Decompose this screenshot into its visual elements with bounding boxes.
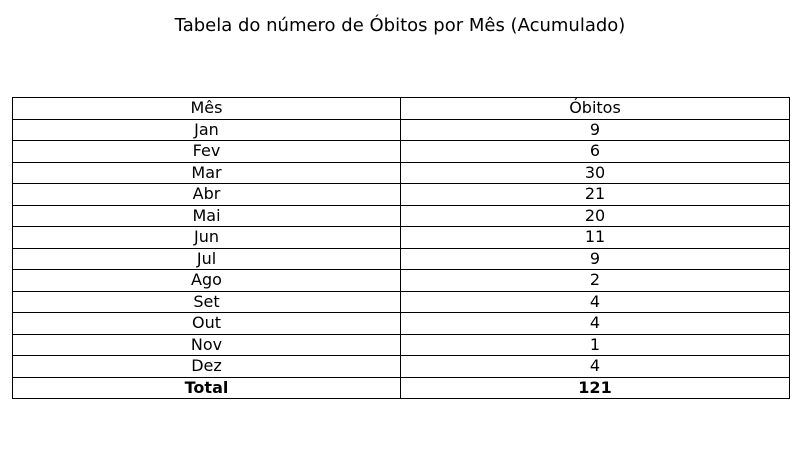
table-row: Jan 9 bbox=[12, 118, 790, 141]
table-row: Jul 9 bbox=[12, 247, 790, 270]
cell-deaths: 4 bbox=[400, 290, 790, 313]
table-row: Out 4 bbox=[12, 312, 790, 335]
cell-month: Nov bbox=[12, 333, 401, 356]
chart-title: Tabela do número de Óbitos por Mês (Acum… bbox=[174, 15, 626, 36]
column-header-month: Mês bbox=[12, 97, 401, 120]
cell-month: Out bbox=[12, 312, 401, 335]
cell-month: Dez bbox=[12, 355, 401, 378]
cell-deaths: 1 bbox=[400, 333, 790, 356]
column-header-deaths: Óbitos bbox=[400, 97, 790, 120]
table-body: Mês Óbitos Jan 9 Fev 6 Mar 30 Abr 21 Mai 20 Jun 11 J… bbox=[12, 97, 790, 399]
cell-deaths: 4 bbox=[400, 312, 790, 335]
cell-deaths: 2 bbox=[400, 269, 790, 292]
table-row: Fev 6 bbox=[12, 140, 790, 163]
table-total-row: Total 121 bbox=[12, 376, 790, 399]
table-row: Mai 20 bbox=[12, 204, 790, 227]
total-value: 121 bbox=[400, 376, 790, 399]
cell-deaths: 4 bbox=[400, 355, 790, 378]
cell-month: Ago bbox=[12, 269, 401, 292]
table-row: Mar 30 bbox=[12, 161, 790, 184]
deaths-table: Mês Óbitos Jan 9 Fev 6 Mar 30 Abr 21 Mai 20 Jun 11 J… bbox=[12, 97, 790, 399]
cell-deaths: 6 bbox=[400, 140, 790, 163]
table-row: Nov 1 bbox=[12, 333, 790, 356]
total-label: Total bbox=[12, 376, 401, 399]
cell-month: Jun bbox=[12, 226, 401, 249]
cell-deaths: 9 bbox=[400, 118, 790, 141]
table-header-row: Mês Óbitos bbox=[12, 97, 790, 120]
cell-month: Abr bbox=[12, 183, 401, 206]
cell-month: Mar bbox=[12, 161, 401, 184]
table-row: Abr 21 bbox=[12, 183, 790, 206]
table-row: Ago 2 bbox=[12, 269, 790, 292]
cell-month: Set bbox=[12, 290, 401, 313]
cell-deaths: 9 bbox=[400, 247, 790, 270]
cell-deaths: 20 bbox=[400, 204, 790, 227]
table-row: Dez 4 bbox=[12, 355, 790, 378]
table-row: Jun 11 bbox=[12, 226, 790, 249]
cell-month: Jan bbox=[12, 118, 401, 141]
cell-deaths: 21 bbox=[400, 183, 790, 206]
cell-deaths: 11 bbox=[400, 226, 790, 249]
cell-month: Jul bbox=[12, 247, 401, 270]
table-row: Set 4 bbox=[12, 290, 790, 313]
cell-deaths: 30 bbox=[400, 161, 790, 184]
cell-month: Fev bbox=[12, 140, 401, 163]
cell-month: Mai bbox=[12, 204, 401, 227]
